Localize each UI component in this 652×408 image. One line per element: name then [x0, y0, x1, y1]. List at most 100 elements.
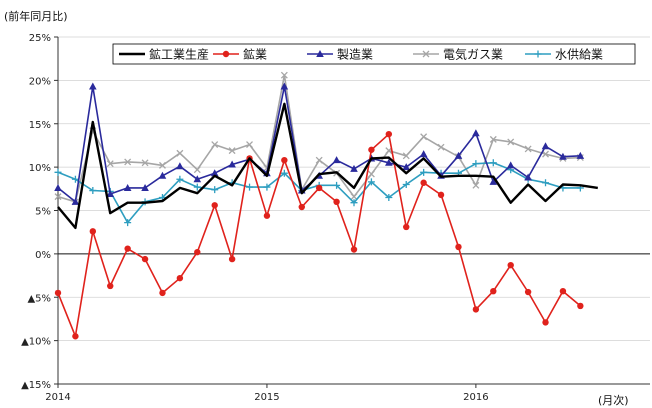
y-unit-label: (前年同月比): [4, 9, 68, 23]
data-point: [281, 156, 288, 164]
data-point: [193, 166, 201, 174]
data-point: [350, 246, 358, 253]
data-point: [472, 129, 480, 137]
data-point: [524, 145, 532, 153]
data-point: [403, 223, 410, 231]
y-tick-label: 25%: [29, 33, 51, 44]
data-point: [507, 138, 515, 146]
data-point: [541, 142, 550, 150]
y-tick-label: 15%: [29, 120, 51, 131]
data-point: [420, 133, 428, 141]
data-point: [246, 141, 253, 149]
y-tick-label: ▲15%: [21, 380, 51, 391]
data-point: [454, 151, 463, 159]
data-point: [419, 150, 428, 158]
data-point: [228, 147, 236, 155]
legend: 鉱工業生産 鉱業 製造業 電気ガス業 水供給業: [112, 43, 636, 65]
data-point: [385, 158, 393, 166]
data-point: [246, 183, 254, 191]
data-point: [316, 50, 324, 57]
data-point: [559, 152, 567, 160]
data-point: [489, 135, 497, 143]
data-point: [211, 141, 219, 149]
y-tick-label: 10%: [29, 163, 51, 174]
data-point: [124, 245, 131, 252]
series-1: [57, 102, 598, 230]
data-point: [72, 333, 79, 340]
legend-label: 水供給業: [555, 48, 603, 62]
data-point: [333, 181, 341, 189]
data-point: [89, 228, 97, 235]
data-point: [54, 289, 62, 297]
data-point: [124, 219, 132, 227]
data-point: [350, 164, 358, 172]
data-point: [106, 190, 115, 198]
data-point: [385, 130, 393, 138]
y-tick-label: 0%: [35, 250, 51, 261]
data-point: [194, 248, 201, 256]
data-point: [280, 71, 288, 79]
series-2: [54, 130, 584, 340]
data-point: [263, 212, 271, 219]
data-point: [298, 203, 305, 211]
data-point: [280, 169, 288, 177]
legend-item: 鉱業: [213, 47, 267, 62]
series-line: [57, 102, 598, 230]
data-point: [263, 183, 271, 191]
data-point: [210, 169, 219, 177]
data-point: [71, 197, 80, 205]
data-point: [159, 161, 166, 169]
y-tick-label: 5%: [35, 207, 51, 218]
data-point: [332, 156, 341, 164]
data-point: [437, 143, 445, 151]
data-point: [490, 287, 497, 295]
legend-item: 電気ガス業: [413, 47, 503, 62]
data-point: [159, 289, 166, 297]
data-point: [54, 183, 62, 191]
data-point: [489, 159, 497, 167]
series-line: [57, 162, 581, 224]
legend-label: 電気ガス業: [443, 47, 503, 62]
data-point: [54, 168, 62, 176]
data-point: [472, 306, 480, 313]
data-point: [222, 50, 230, 58]
data-point: [402, 163, 411, 171]
grid: [58, 36, 650, 385]
data-point: [228, 160, 236, 168]
data-point: [506, 161, 515, 169]
y-tick-label: 20%: [29, 76, 51, 87]
data-point: [141, 159, 149, 167]
data-point: [315, 156, 323, 164]
data-point: [542, 319, 549, 326]
data-point: [542, 150, 549, 158]
axes: 25% 20% 15% 10% 5% 0% ▲5% ▲10% ▲15%2014 2015 2016: [21, 33, 650, 403]
legend-item: 鉱工業生産: [119, 47, 209, 62]
data-point: [472, 181, 480, 189]
data-point: [367, 170, 375, 178]
data-point: [176, 175, 184, 183]
series-lines: [54, 71, 598, 340]
data-point: [176, 162, 184, 170]
data-point: [577, 302, 584, 310]
data-point: [420, 168, 428, 176]
x-tick-label: 2014: [45, 392, 70, 403]
data-point: [141, 255, 149, 263]
data-point: [193, 183, 201, 191]
legend-label: 鉱業: [243, 47, 267, 62]
data-point: [524, 288, 532, 296]
data-point: [402, 152, 410, 160]
data-point: [420, 179, 427, 186]
legend-box: [112, 43, 636, 65]
data-point: [106, 160, 114, 168]
data-point: [176, 274, 184, 282]
data-point: [89, 82, 97, 90]
data-point: [54, 193, 62, 201]
data-point: [141, 183, 149, 191]
data-point: [124, 158, 132, 166]
x-tick-label: 2015: [254, 392, 279, 403]
data-point: [489, 177, 498, 185]
y-tick-label: ▲5%: [27, 293, 51, 304]
data-point: [576, 151, 585, 159]
